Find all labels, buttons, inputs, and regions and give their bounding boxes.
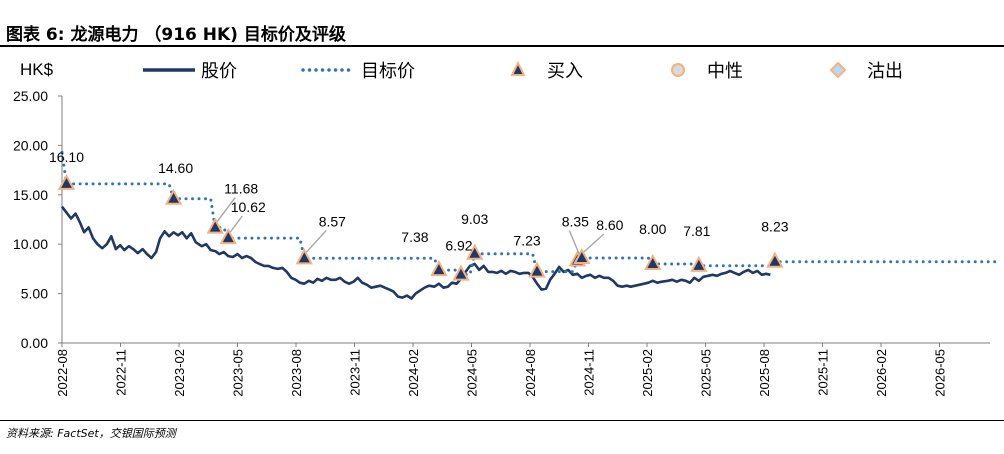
target-label: 11.68 bbox=[224, 181, 258, 197]
x-tick-label: 2025-11 bbox=[816, 349, 831, 396]
y-tick-label: 10.00 bbox=[13, 236, 48, 252]
x-tick-label: 2023-08 bbox=[289, 349, 304, 397]
target-label: 9.03 bbox=[461, 211, 488, 227]
target-label: 8.35 bbox=[562, 214, 589, 230]
buy-marker bbox=[690, 255, 708, 272]
target-price-line bbox=[60, 150, 1000, 277]
x-tick-label: 2023-02 bbox=[172, 349, 187, 397]
axes: 0.00 5.00 10.00 15.00 20.00 25.00 2022-08 2022-… bbox=[13, 88, 990, 397]
chart-legend: HK$ 股价 目标价 买入 中性 沽出 bbox=[20, 60, 903, 81]
legend-buy-icon bbox=[510, 60, 526, 76]
buy-marker bbox=[528, 261, 546, 278]
label-leader bbox=[568, 230, 580, 255]
legend-sell-icon bbox=[829, 61, 847, 79]
x-tick-label: 2025-02 bbox=[640, 349, 655, 397]
target-label: 7.23 bbox=[513, 233, 540, 249]
x-tick-label: 2023-11 bbox=[348, 349, 363, 396]
buy-marker bbox=[164, 188, 183, 205]
legend-label: 中性 bbox=[707, 61, 743, 81]
rating-markers bbox=[57, 173, 784, 281]
x-tick-label: 2024-05 bbox=[465, 349, 480, 397]
x-tick-label: 2026-05 bbox=[933, 349, 948, 397]
buy-marker bbox=[452, 264, 470, 281]
x-tick-label: 2024-11 bbox=[582, 349, 597, 396]
target-label: 14.60 bbox=[158, 160, 193, 176]
label-leader bbox=[305, 229, 327, 253]
buy-marker bbox=[466, 243, 484, 260]
legend-label: 沽出 bbox=[867, 61, 903, 81]
target-label: 7.38 bbox=[401, 229, 428, 245]
x-tick-label: 2026-02 bbox=[874, 349, 889, 397]
price-target-chart: HK$ 股价 目标价 买入 中性 沽出 0.00 5.00 10.00 15.00 20.00 2… bbox=[13, 60, 1000, 397]
x-tick-label: 2024-02 bbox=[406, 349, 421, 397]
y-tick-label: 0.00 bbox=[21, 335, 48, 351]
figure-title: 图表 6: 龙源电力 （916 HK) 目标价及评级 bbox=[6, 25, 346, 45]
price-line bbox=[60, 205, 771, 300]
label-leader bbox=[216, 197, 236, 223]
target-label: 8.00 bbox=[639, 221, 666, 237]
buy-marker bbox=[295, 248, 314, 265]
buy-marker bbox=[206, 217, 224, 234]
target-label: 8.57 bbox=[319, 213, 346, 229]
buy-marker bbox=[219, 227, 237, 245]
buy-marker bbox=[766, 251, 784, 268]
target-label: 6.92 bbox=[445, 238, 472, 254]
target-label: 7.81 bbox=[683, 223, 710, 239]
target-label: 8.60 bbox=[596, 217, 623, 233]
y-tick-label: 25.00 bbox=[13, 88, 48, 104]
target-label: 10.62 bbox=[231, 199, 266, 215]
target-label: 8.23 bbox=[761, 219, 788, 235]
legend-neutral-icon bbox=[671, 63, 685, 77]
buy-marker bbox=[644, 253, 662, 270]
y-tick-label: 5.00 bbox=[21, 286, 48, 302]
y-unit-label: HK$ bbox=[20, 60, 54, 79]
x-tick-label: 2022-11 bbox=[114, 349, 129, 396]
title-divider bbox=[0, 45, 1004, 47]
label-leader bbox=[229, 215, 243, 233]
target-labels: 16.10 14.60 11.68 10.62 8.57 7.38 6.92 9.03 7.23… bbox=[49, 149, 789, 255]
legend-label: 买入 bbox=[547, 61, 583, 81]
buy-marker bbox=[57, 173, 76, 190]
figure-header: 图表 6: 龙源电力 （916 HK) 目标价及评级 bbox=[0, 0, 1004, 47]
y-tick-label: 15.00 bbox=[13, 187, 48, 203]
x-tick-label: 2022-08 bbox=[55, 349, 70, 397]
x-tick-label: 2024-08 bbox=[523, 349, 538, 397]
x-tick-label: 2023-05 bbox=[231, 349, 246, 397]
source-divider bbox=[0, 420, 1004, 421]
buy-marker bbox=[573, 247, 591, 265]
label-leader bbox=[583, 233, 605, 253]
source-note: 资料来源: FactSet，交银国际预测 bbox=[6, 427, 176, 440]
target-label: 16.10 bbox=[49, 149, 84, 165]
x-tick-label: 2025-05 bbox=[699, 349, 714, 397]
y-tick-label: 20.00 bbox=[13, 137, 48, 153]
legend-label: 目标价 bbox=[361, 61, 415, 81]
legend-label: 股价 bbox=[201, 61, 237, 81]
x-tick-label: 2025-08 bbox=[757, 349, 772, 397]
buy-marker bbox=[430, 259, 448, 277]
